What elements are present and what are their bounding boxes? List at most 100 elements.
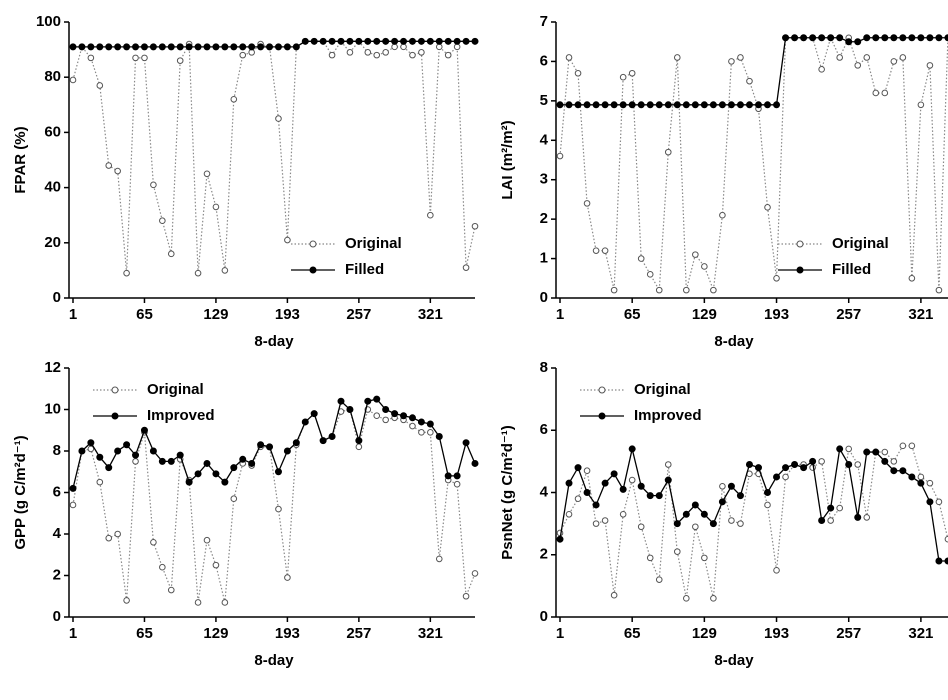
data-point — [221, 43, 229, 51]
data-point — [203, 536, 211, 544]
y-axis-label: GPP (g C/m²d⁻¹) — [12, 435, 29, 549]
data-point — [221, 478, 229, 486]
x-tick-label: 1 — [556, 625, 564, 642]
data-point — [346, 406, 354, 413]
legend-marker — [111, 412, 119, 420]
data-point — [664, 101, 672, 109]
data-point — [935, 286, 943, 294]
data-point — [140, 426, 148, 434]
data-point — [737, 520, 744, 527]
x-axis-label: 8-day — [254, 652, 294, 669]
data-point — [809, 457, 817, 465]
data-point — [565, 54, 573, 61]
data-point — [418, 429, 425, 436]
data-point — [230, 495, 238, 503]
data-point — [701, 263, 708, 270]
data-point — [266, 43, 274, 51]
data-point — [123, 597, 130, 604]
data-point — [574, 69, 582, 77]
data-point — [364, 37, 372, 45]
legend-marker — [309, 240, 317, 248]
data-point — [274, 468, 282, 476]
data-point — [292, 439, 300, 447]
data-point — [301, 37, 309, 45]
x-tick-label: 129 — [203, 306, 228, 323]
data-point — [827, 504, 835, 512]
data-point — [926, 498, 934, 506]
data-point — [257, 441, 265, 449]
y-tick-label: 2 — [53, 566, 61, 583]
data-point — [701, 554, 708, 562]
data-point — [718, 101, 726, 109]
data-point — [890, 458, 898, 465]
data-point — [87, 439, 95, 447]
panel: 0 2 4 6 8 1 65 129 193 257 321 8-day PsnNet (g C/m²d… — [499, 359, 948, 669]
data-point — [364, 397, 372, 405]
data-point — [435, 555, 443, 563]
y-tick-label: 80 — [44, 68, 61, 85]
data-point — [619, 101, 627, 109]
data-point — [872, 448, 880, 456]
x-tick-label: 129 — [692, 306, 717, 323]
data-point — [319, 437, 327, 445]
data-point — [710, 595, 717, 602]
data-point — [583, 489, 591, 496]
data-point — [917, 34, 925, 42]
data-point — [409, 51, 416, 59]
data-point — [899, 34, 907, 42]
data-point — [926, 62, 934, 69]
legend-label: Original — [345, 235, 402, 252]
data-point — [471, 37, 479, 45]
y-tick-label: 6 — [540, 52, 548, 69]
data-point — [719, 482, 726, 490]
y-tick-label: 100 — [36, 13, 61, 30]
data-point — [764, 204, 771, 211]
data-point — [881, 89, 889, 97]
data-point — [266, 443, 274, 451]
data-point — [899, 54, 907, 61]
data-point — [854, 62, 862, 69]
y-tick-label: 0 — [540, 608, 548, 625]
data-point — [890, 467, 898, 475]
data-point — [935, 557, 943, 565]
data-point — [284, 236, 291, 244]
data-point — [917, 101, 925, 109]
data-point — [292, 43, 300, 51]
data-point — [427, 211, 434, 219]
data-point — [114, 167, 121, 175]
data-point — [736, 101, 744, 109]
data-point — [637, 482, 645, 490]
data-point — [583, 200, 591, 207]
data-point — [926, 34, 934, 42]
data-point — [203, 459, 211, 467]
legend-marker — [796, 240, 804, 248]
data-point — [159, 217, 166, 225]
data-point — [78, 43, 86, 51]
data-point — [692, 523, 699, 531]
data-point — [836, 34, 844, 42]
y-tick-label: 6 — [53, 483, 61, 500]
y-tick-label: 8 — [53, 442, 61, 459]
legend-label: Improved — [634, 407, 702, 424]
data-point — [592, 101, 600, 109]
data-point — [565, 510, 573, 518]
data-point — [212, 561, 220, 569]
data-point — [872, 34, 880, 42]
data-point — [691, 101, 699, 109]
data-point — [230, 464, 238, 472]
data-point — [123, 441, 131, 449]
data-point — [382, 416, 389, 424]
data-point — [646, 554, 654, 562]
data-point — [427, 429, 434, 436]
data-point — [69, 484, 77, 492]
data-point — [863, 514, 871, 521]
legend-label: Original — [832, 235, 889, 252]
data-point — [655, 101, 663, 109]
data-point — [601, 479, 609, 487]
data-point — [646, 101, 654, 109]
data-point — [782, 464, 790, 472]
data-point — [230, 95, 238, 103]
data-point — [673, 520, 681, 528]
legend-label: Filled — [832, 261, 871, 278]
data-point — [619, 73, 627, 81]
